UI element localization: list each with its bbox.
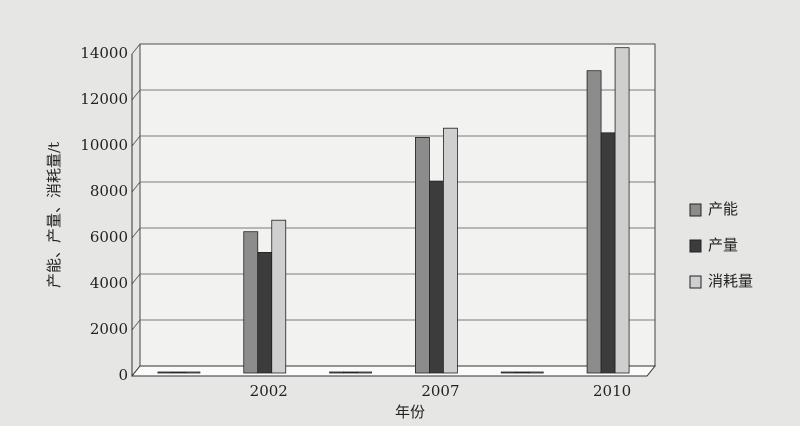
bar [528, 371, 544, 374]
bar [271, 219, 287, 374]
y-tick-label: 14000 [80, 44, 128, 62]
bar [586, 70, 602, 374]
y-axis-title: 产能、产量、消耗量/t [45, 142, 63, 288]
x-tick-label: 2002 [250, 382, 288, 400]
legend-swatch [689, 275, 702, 289]
grid-line [131, 181, 141, 193]
grid-line [131, 135, 141, 147]
legend-swatch [689, 239, 702, 253]
y-tick-label: 4000 [90, 274, 128, 292]
x-tick-label: 2007 [421, 382, 459, 400]
y-tick-label: 8000 [90, 182, 128, 200]
grid-line [131, 319, 141, 331]
bar [443, 127, 458, 374]
bar [157, 371, 173, 374]
bar [329, 371, 344, 374]
y-tick-label: 2000 [90, 320, 128, 338]
bar [243, 231, 259, 374]
grid-line [131, 89, 141, 101]
grid-line [131, 273, 141, 285]
plot-area [139, 43, 656, 367]
bar [415, 136, 430, 374]
x-axis-title: 年份 [395, 403, 425, 421]
bar [600, 132, 616, 374]
legend-label: 消耗量 [708, 272, 753, 290]
bar [257, 251, 273, 374]
legend-swatch [689, 203, 702, 217]
bar [185, 371, 201, 374]
bar [614, 47, 630, 374]
y-tick-label: 12000 [80, 90, 128, 108]
x-tick-label: 2010 [593, 382, 631, 400]
y-tick-label: 10000 [80, 136, 128, 154]
bar [343, 371, 358, 374]
grid-line [131, 43, 141, 55]
bar [357, 371, 372, 374]
bar [171, 371, 187, 374]
legend-label: 产能 [708, 200, 738, 218]
y-tick-label: 6000 [90, 228, 128, 246]
floor [130, 365, 657, 377]
legend-label: 产量 [708, 236, 738, 254]
bar [429, 180, 444, 374]
bar [514, 371, 530, 374]
y-tick-label: 0 [118, 366, 128, 384]
bar [500, 371, 516, 374]
grid-line [131, 227, 141, 239]
